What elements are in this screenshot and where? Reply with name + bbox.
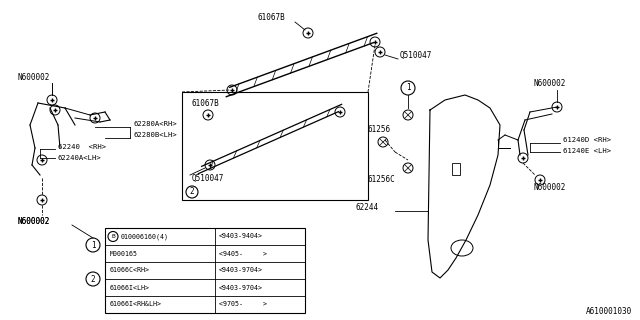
Text: <9405-     >: <9405- >: [219, 251, 267, 257]
Text: 61067B: 61067B: [192, 99, 220, 108]
Text: 010006160(4): 010006160(4): [121, 233, 169, 240]
Text: 62280A<RH>: 62280A<RH>: [133, 121, 177, 127]
Text: Q510047: Q510047: [192, 173, 225, 182]
Text: 1: 1: [406, 84, 410, 92]
Bar: [182, 92, 368, 200]
Text: B: B: [111, 234, 115, 239]
Text: 2: 2: [91, 275, 95, 284]
Text: N600002: N600002: [18, 218, 51, 227]
Bar: [105, 228, 305, 313]
Text: 2: 2: [189, 188, 195, 196]
Text: N600002: N600002: [18, 218, 51, 227]
Text: 61256: 61256: [368, 125, 391, 134]
Text: <9403-9704>: <9403-9704>: [219, 284, 263, 291]
Text: 62240A<LH>: 62240A<LH>: [58, 155, 102, 161]
Bar: [452, 163, 460, 175]
Text: 1: 1: [91, 241, 95, 250]
Text: N600002: N600002: [533, 183, 565, 193]
Text: Q510047: Q510047: [400, 51, 433, 60]
Text: 61066I<RH&LH>: 61066I<RH&LH>: [110, 301, 162, 308]
Text: 61067B: 61067B: [258, 13, 285, 22]
Text: 62244: 62244: [355, 204, 378, 212]
Text: 62280B<LH>: 62280B<LH>: [133, 132, 177, 138]
Text: A610001030: A610001030: [586, 308, 632, 316]
Text: 61240D <RH>: 61240D <RH>: [563, 137, 611, 143]
Text: 61240E <LH>: 61240E <LH>: [563, 148, 611, 154]
Text: <9403-9704>: <9403-9704>: [219, 268, 263, 274]
Text: N600002: N600002: [18, 74, 51, 83]
Text: 62240  <RH>: 62240 <RH>: [58, 144, 106, 150]
Text: N600002: N600002: [533, 78, 565, 87]
Text: <9705-     >: <9705- >: [219, 301, 267, 308]
Text: 61256C: 61256C: [368, 175, 396, 185]
Text: <9403-9404>: <9403-9404>: [219, 234, 263, 239]
Text: M000165: M000165: [110, 251, 138, 257]
Text: 61066C<RH>: 61066C<RH>: [110, 268, 150, 274]
Text: 61066I<LH>: 61066I<LH>: [110, 284, 150, 291]
